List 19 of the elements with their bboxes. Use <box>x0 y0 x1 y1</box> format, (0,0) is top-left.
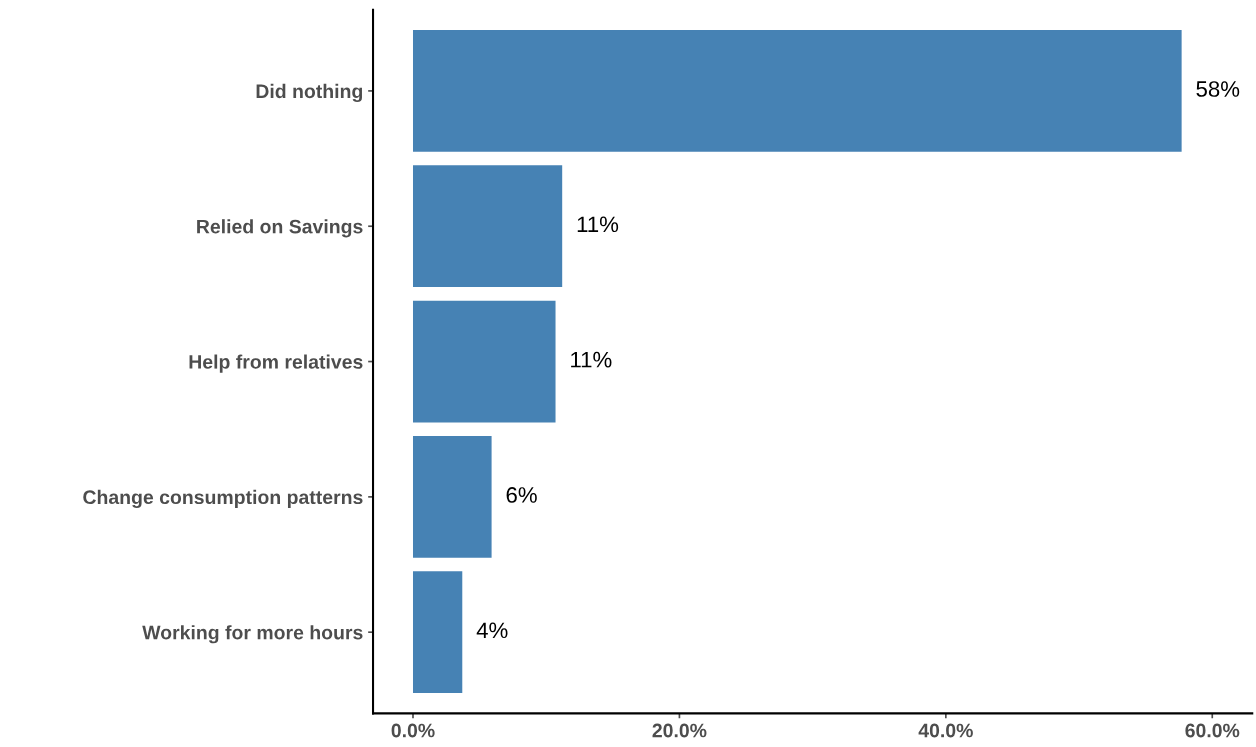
y-tick-label: Help from relatives <box>189 354 363 373</box>
x-tick-label: 20.0% <box>652 723 707 738</box>
bar <box>413 300 556 423</box>
y-tick-label: Change consumption patterns <box>83 489 363 509</box>
data-label: 4% <box>476 622 508 639</box>
y-tick-label: Working for more hours <box>142 625 363 644</box>
x-tick-label: 60.0% <box>1185 723 1240 738</box>
bar <box>413 30 1182 152</box>
bar <box>413 435 492 558</box>
data-label: 11% <box>577 216 619 233</box>
data-label: 58% <box>1196 81 1240 97</box>
x-tick-label: 40.0% <box>918 723 973 738</box>
data-label: 11% <box>571 351 612 368</box>
y-tick-label: Relied on Savings <box>197 219 363 238</box>
y-tick-label: Did nothing <box>256 83 363 103</box>
x-tick-label: 0.0% <box>391 723 435 738</box>
data-label: 6% <box>506 487 537 503</box>
bar <box>413 165 563 288</box>
bar <box>413 571 463 694</box>
